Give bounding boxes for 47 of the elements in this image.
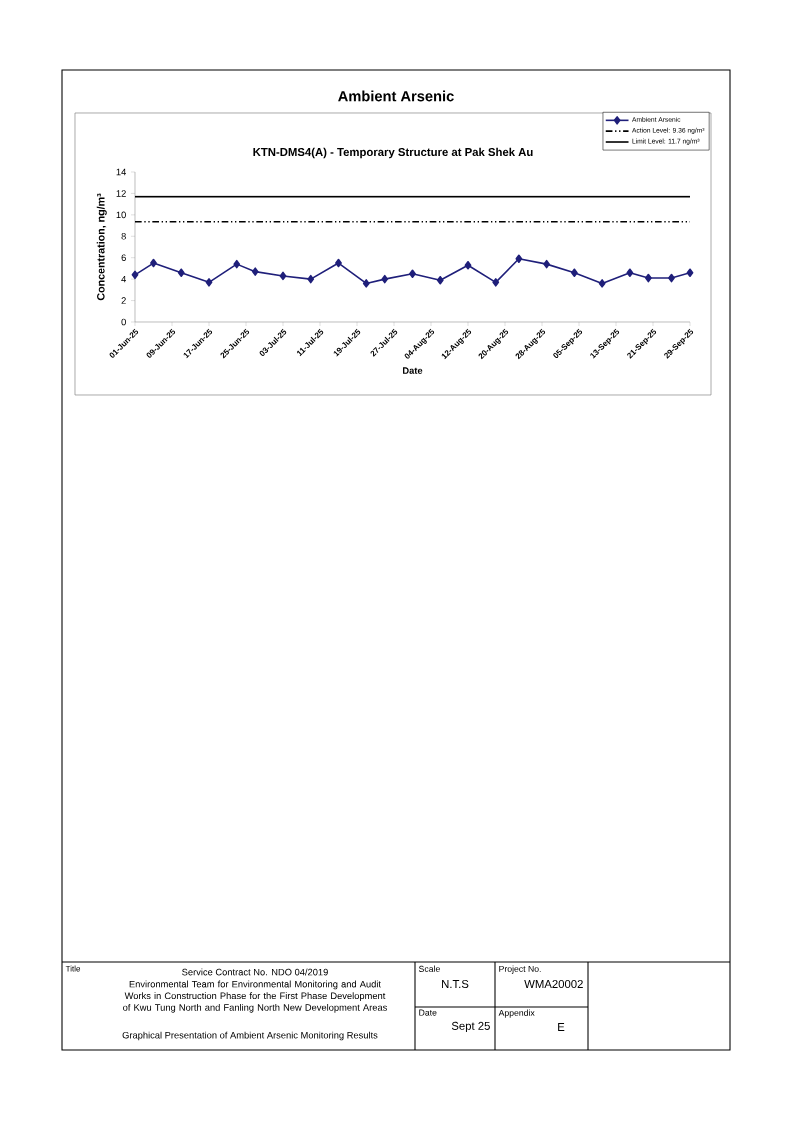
point bbox=[205, 278, 213, 287]
y-tick-label: 0 bbox=[121, 318, 126, 326]
text: Date bbox=[419, 1009, 437, 1016]
point bbox=[362, 279, 370, 288]
y-tick-label: 4 bbox=[121, 275, 127, 283]
text: Project No. bbox=[499, 965, 541, 974]
point bbox=[570, 268, 578, 277]
point bbox=[131, 270, 139, 280]
point bbox=[279, 271, 287, 281]
point bbox=[626, 268, 634, 277]
point bbox=[177, 268, 185, 277]
y-tick-label: 12 bbox=[116, 190, 126, 197]
point bbox=[515, 254, 523, 264]
point bbox=[409, 269, 416, 279]
y-axis-title: Concentration, ng/m³ bbox=[96, 193, 107, 301]
point bbox=[644, 273, 652, 283]
text: Title bbox=[65, 965, 81, 972]
point bbox=[307, 274, 315, 284]
text: Graphical Presentation of Ambient Arsenic Monitoring Results bbox=[122, 1031, 378, 1041]
text: N.T.S bbox=[442, 979, 469, 988]
y-tick-label: 14 bbox=[116, 168, 127, 176]
x-axis-title: Date bbox=[403, 367, 423, 374]
y-tick-label: 2 bbox=[121, 297, 126, 304]
y-tick-label: 10 bbox=[116, 211, 126, 219]
point bbox=[335, 258, 342, 268]
point bbox=[686, 268, 694, 277]
point bbox=[233, 259, 241, 269]
point bbox=[150, 258, 157, 268]
text: E bbox=[558, 1023, 565, 1031]
point bbox=[668, 273, 675, 283]
point bbox=[436, 275, 444, 285]
text: Appendix bbox=[498, 1009, 535, 1018]
point bbox=[464, 260, 472, 270]
y-tick-label: 6 bbox=[121, 254, 126, 261]
chart-subtitle: KTN-DMS4(A) - Temporary Structure at Pak Shek Au bbox=[253, 147, 533, 159]
chart-title: Ambient Arsenic bbox=[338, 90, 454, 102]
point bbox=[381, 274, 389, 284]
text: WMA20002 bbox=[524, 979, 583, 988]
text: Scale bbox=[419, 965, 440, 972]
text: Service Contract No. NDO 04/2019 bbox=[182, 968, 328, 976]
y-tick-label: 8 bbox=[121, 232, 126, 240]
point bbox=[492, 278, 500, 287]
text: Sept 25 bbox=[451, 1021, 490, 1033]
text: Environmental Team for Environmental Monitoring and Audit Works in Construction Phase for the First Phase Development of Kwu Tung North and Fanling North New Development Areas bbox=[123, 980, 387, 1013]
point bbox=[598, 279, 606, 288]
point bbox=[251, 267, 259, 276]
point bbox=[543, 259, 551, 269]
